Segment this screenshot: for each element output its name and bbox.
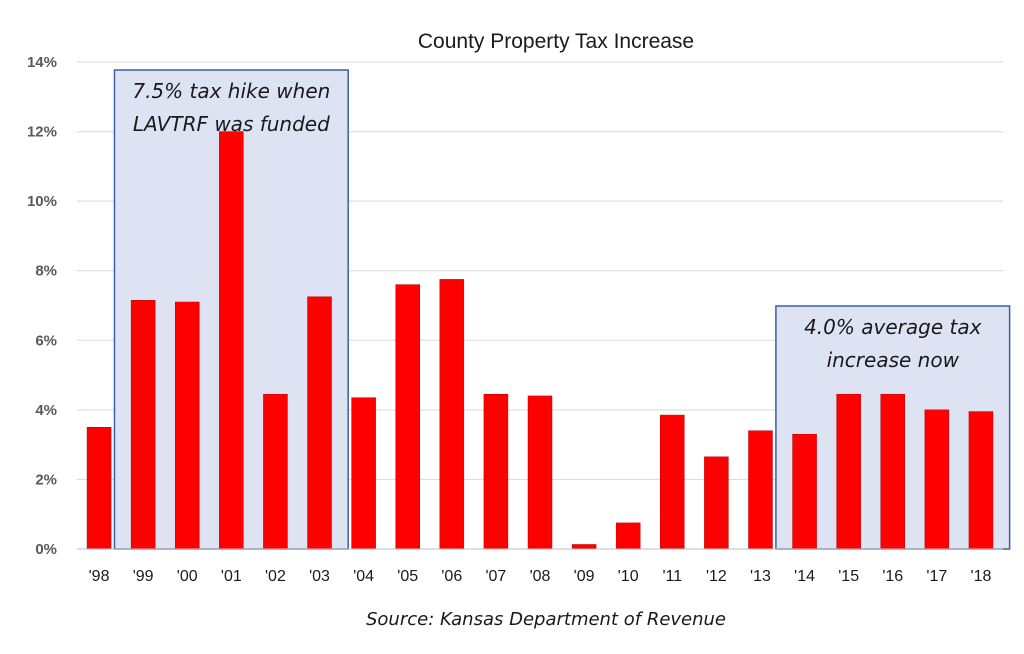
y-tick-label: 2% (35, 471, 57, 488)
x-tick-label: '09 (574, 568, 595, 585)
bar-99 (130, 300, 156, 550)
x-tick-label: '99 (133, 568, 154, 585)
y-tick-label: 10% (27, 193, 57, 210)
y-tick-label: 8% (35, 263, 57, 280)
x-tick-label: '07 (485, 568, 506, 585)
bar-11 (660, 414, 685, 550)
x-tick-label: '12 (706, 568, 727, 585)
annotation-texts: 7.5% tax hike when LAVTRF was funded 4.0% … (132, 79, 981, 372)
x-tick-label: '16 (882, 568, 903, 585)
x-tick-label: '13 (750, 568, 771, 585)
x-tick-label: '14 (794, 568, 815, 585)
y-tick-label: 6% (35, 332, 57, 349)
bar-09 (571, 544, 597, 550)
x-tick-label: '15 (838, 568, 859, 585)
bar-01 (219, 131, 244, 550)
bar-10 (615, 522, 641, 550)
x-tick-label: '11 (662, 568, 682, 585)
bar-98 (86, 427, 112, 550)
bar-00 (174, 301, 200, 550)
y-tick-label: 12% (27, 124, 57, 141)
bar-18 (968, 411, 994, 550)
bar-14 (792, 433, 817, 550)
y-tick-label: 0% (35, 541, 57, 558)
x-tick-label: '98 (89, 568, 110, 585)
bar-17 (924, 409, 950, 550)
x-axis-ticks: '98 '99 '00 '01 '02 '03 '04 '05 '06 '07 '08 '09 '10 '… (89, 568, 992, 585)
bar-04 (351, 397, 376, 550)
annotation-text: 4.0% average tax (804, 315, 981, 339)
bar-03 (307, 296, 332, 550)
bar-15 (836, 393, 861, 550)
x-tick-label: '02 (265, 568, 286, 585)
x-tick-label: '08 (530, 568, 551, 585)
bar-07 (483, 393, 509, 550)
annotation-text: increase now (827, 348, 960, 372)
bar-16 (880, 393, 906, 550)
y-tick-label: 4% (35, 402, 57, 419)
bar-13 (748, 430, 773, 550)
annotation-boxes (113, 69, 1011, 550)
bar-05 (395, 284, 420, 550)
x-tick-label: '05 (397, 568, 418, 585)
x-tick-label: '06 (441, 568, 462, 585)
x-tick-label: '01 (221, 568, 242, 585)
chart-source: Source: Kansas Department of Revenue (366, 609, 726, 630)
x-tick-label: '04 (353, 568, 374, 585)
bar-02 (263, 393, 288, 550)
y-axis-ticks: 0% 2% 4% 6% 8% 10% 12% 14% (27, 54, 57, 558)
x-tick-label: '10 (618, 568, 639, 585)
x-tick-label: '00 (177, 568, 198, 585)
annotation-text: 7.5% tax hike when (132, 79, 330, 103)
bars (86, 131, 994, 550)
bar-06 (439, 279, 465, 550)
bar-08 (527, 395, 553, 550)
y-tick-label: 14% (27, 54, 57, 71)
x-tick-label: '18 (971, 568, 992, 585)
bar-12 (704, 456, 729, 550)
x-tick-label: '03 (309, 568, 330, 585)
annotation-text: LAVTRF was funded (133, 112, 330, 136)
x-tick-label: '17 (926, 568, 947, 585)
chart-title: County Property Tax Increase (418, 30, 694, 53)
